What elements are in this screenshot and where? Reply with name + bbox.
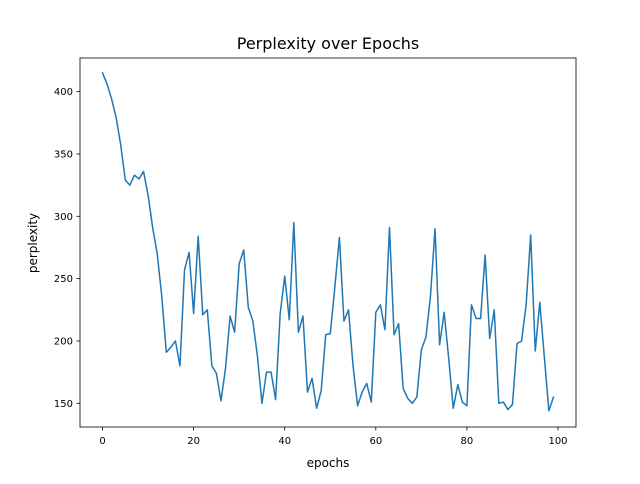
x-tick-label: 40: [278, 436, 291, 447]
y-axis-label: perplexity: [26, 213, 40, 273]
y-tick-label: 300: [54, 212, 73, 223]
axes-frame: [79, 57, 577, 428]
x-tick-label: 60: [369, 436, 382, 447]
x-tick-label: 0: [99, 436, 105, 447]
x-tick-label: 20: [187, 436, 200, 447]
x-tick-label: 100: [548, 436, 567, 447]
y-tick-label: 400: [54, 87, 73, 98]
y-tick-label: 200: [54, 336, 73, 347]
plot-area: 0 20 40 60 80 100 150 200 250 300 350 400: [54, 57, 577, 447]
x-tick-label: 80: [461, 436, 474, 447]
y-tick-label: 150: [54, 399, 73, 410]
y-tick-label: 350: [54, 149, 73, 160]
y-tick-label: 250: [54, 274, 73, 285]
chart-title: Perplexity over Epochs: [237, 34, 420, 53]
x-axis-label: epochs: [307, 456, 350, 470]
series-line-0: [101, 71, 555, 412]
